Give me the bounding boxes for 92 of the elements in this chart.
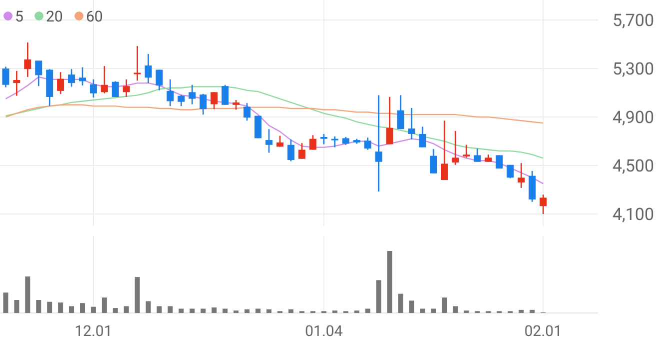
bar	[124, 306, 129, 313]
bar	[212, 307, 217, 313]
candlestick	[200, 93, 207, 116]
bar	[376, 280, 382, 313]
candlestick	[222, 84, 229, 106]
candlestick	[57, 71, 64, 95]
candlestick	[2, 66, 10, 88]
y-tick-label: 4,900	[612, 108, 654, 128]
candlestick	[528, 170, 536, 203]
bar	[178, 308, 184, 313]
candlestick	[232, 99, 240, 110]
bar	[156, 306, 162, 313]
bar	[530, 310, 535, 313]
candlestick	[386, 96, 394, 145]
candlestick	[188, 84, 196, 105]
candlestick	[287, 138, 294, 162]
candlestick	[144, 53, 152, 84]
legend-label: 20	[46, 8, 63, 26]
bar	[36, 300, 42, 313]
bar	[518, 310, 524, 313]
candlestick	[419, 126, 426, 148]
y-tick-label: 5,300	[612, 60, 654, 80]
legend-label: 60	[86, 8, 103, 26]
candlestick	[506, 164, 514, 179]
bar	[387, 251, 392, 313]
candlestick	[540, 194, 547, 215]
candlestick	[68, 68, 76, 88]
bar	[288, 309, 294, 313]
candlestick	[474, 148, 481, 163]
y-tick-label: 4,100	[612, 205, 654, 225]
x-tick-label: 12.01	[74, 322, 112, 340]
bar	[420, 308, 426, 313]
bar	[452, 306, 458, 313]
candlestick	[375, 94, 382, 192]
candlestick	[364, 136, 372, 150]
candlestick	[462, 144, 470, 158]
candlestick	[24, 42, 32, 78]
bar	[69, 306, 74, 313]
candlestick	[430, 148, 438, 174]
candlestick	[134, 45, 141, 82]
candlestick	[265, 128, 272, 154]
y-tick-label: 5,700	[612, 11, 654, 31]
candlestick	[178, 94, 185, 107]
bar	[58, 302, 64, 313]
candlestick	[210, 91, 218, 110]
bar	[365, 308, 370, 313]
x-tick-label: 01.04	[304, 322, 344, 340]
candlestick	[112, 80, 119, 98]
candlestick	[166, 78, 174, 107]
bar	[168, 306, 173, 313]
candlestick	[440, 120, 448, 181]
candlestick	[496, 154, 503, 170]
bar	[255, 308, 260, 313]
bar	[222, 308, 228, 313]
bar	[134, 277, 140, 313]
candlestick	[78, 66, 86, 86]
candlestick	[309, 134, 316, 150]
candlestick	[298, 142, 306, 160]
candlestick	[320, 133, 328, 145]
bar	[80, 303, 85, 313]
candlestick	[156, 69, 163, 91]
bar	[102, 298, 107, 313]
bar	[442, 298, 447, 313]
candlestick	[397, 94, 404, 130]
bar	[90, 306, 96, 313]
bar	[3, 292, 8, 313]
bar	[244, 309, 250, 313]
candlestick	[35, 60, 42, 87]
bar	[266, 309, 272, 313]
x-tick-label: 02.01	[524, 322, 562, 340]
candlestick	[244, 102, 251, 122]
bar	[25, 276, 30, 313]
candlestick	[90, 78, 97, 98]
candlestick	[331, 136, 338, 148]
bar	[112, 308, 118, 313]
bar	[409, 300, 414, 313]
candlestick	[122, 78, 130, 98]
bar	[14, 300, 20, 313]
candlestick	[518, 162, 525, 189]
bar	[200, 308, 206, 313]
bar	[431, 308, 436, 313]
bar	[398, 294, 404, 313]
candlestick	[452, 130, 459, 166]
bar	[47, 302, 52, 313]
legend-label: 5	[15, 8, 24, 26]
candlestick	[100, 65, 108, 94]
candlestick	[13, 70, 20, 96]
candlestick	[408, 107, 416, 140]
line-series	[5, 86, 544, 159]
bar	[190, 308, 195, 313]
y-tick-label: 4,500	[612, 156, 654, 176]
bar	[146, 301, 151, 313]
